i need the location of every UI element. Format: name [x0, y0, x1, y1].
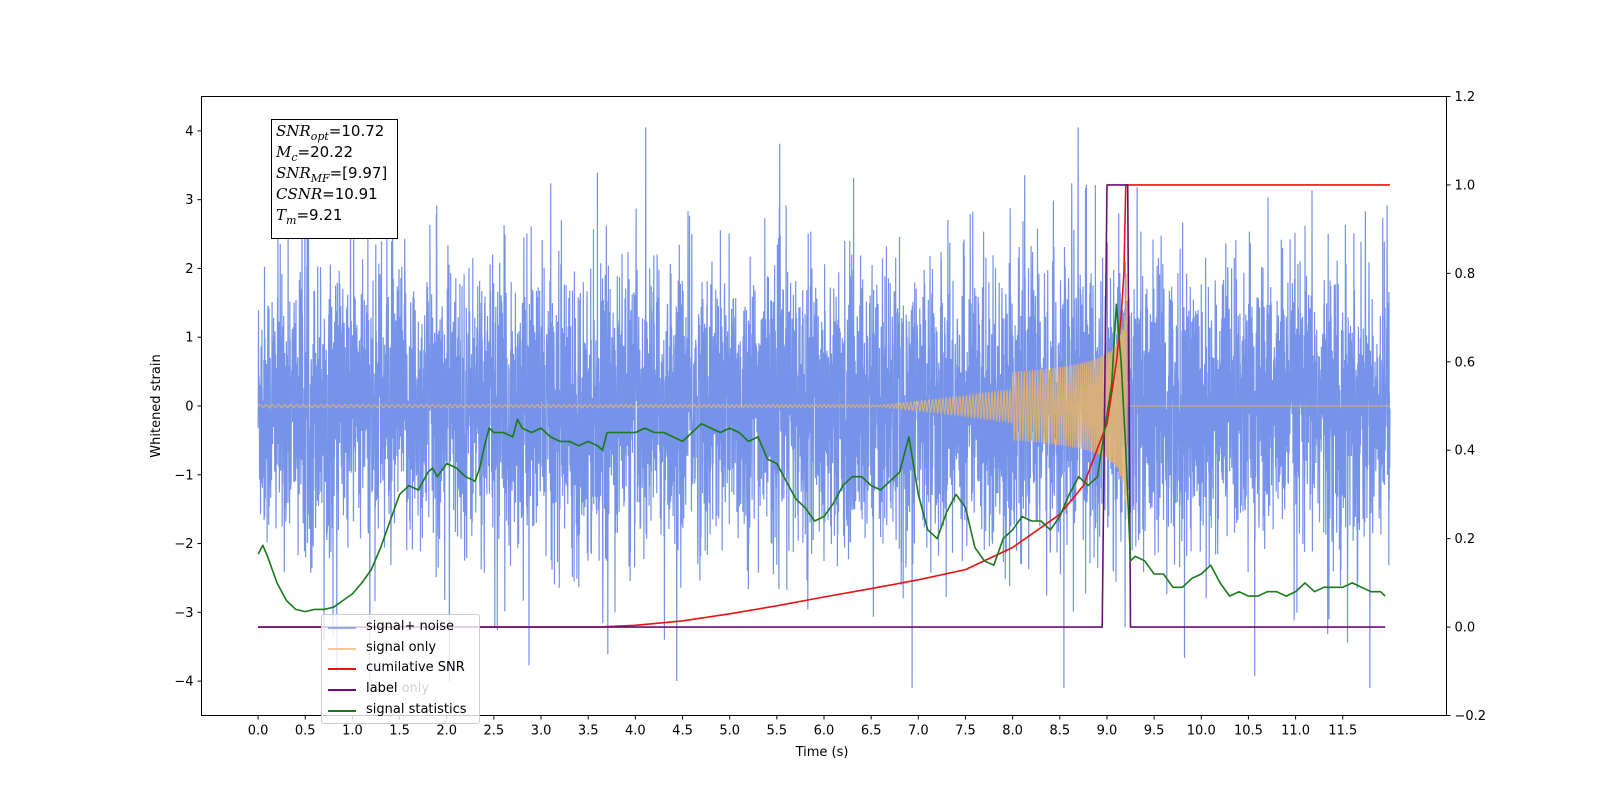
x-axis: 0.0 0.5 1.0 1.5 2.0 2.5 3.0 3.5 4.0 4.5 5.0 5.5 6.0 6…	[248, 715, 1357, 739]
x-tick-label: 7.5	[955, 724, 976, 739]
x-tick-label: 8.0	[1002, 724, 1023, 739]
legend-item: signal+ noise	[322, 617, 479, 638]
x-tick-label: 9.0	[1097, 724, 1118, 739]
legend-label: label	[366, 681, 398, 697]
x-tick-label: 9.5	[1144, 724, 1165, 739]
x-tick-label: 11.0	[1281, 724, 1310, 739]
plot-area	[257, 127, 1391, 689]
x-tick-label: 8.5	[1049, 724, 1070, 739]
legend-item: label label only	[322, 679, 479, 700]
y-axis-right: −0.2 0.0 0.2 0.4 0.6 0.8 1.0 1.2	[1446, 90, 1487, 724]
x-tick-label: 6.0	[814, 724, 835, 739]
legend-swatch	[328, 709, 356, 712]
y2-tick-label: 1.0	[1455, 178, 1476, 193]
x-tick-label: 2.5	[484, 724, 505, 739]
y-tick-label: −3	[174, 606, 193, 621]
y-tick-label: 4	[185, 124, 193, 139]
x-tick-label: 5.5	[766, 724, 787, 739]
legend-item: cumilative SNR	[322, 658, 479, 679]
x-tick-label: 2.0	[436, 724, 457, 739]
y2-tick-label: 0.4	[1455, 444, 1476, 459]
stat-csnr: CSNR=10.91	[276, 185, 378, 203]
y2-tick-label: 0.8	[1455, 267, 1476, 282]
legend-swatch	[328, 647, 356, 650]
x-tick-label: 10.5	[1234, 724, 1263, 739]
x-tick-label: 7.0	[908, 724, 929, 739]
series-signal-statistics	[257, 303, 1386, 613]
y2-tick-label: −0.2	[1455, 709, 1487, 724]
y-axis-left: −4 −3 −2 −1 0 1 2 3 4	[174, 124, 202, 690]
stat-snr-mf-value: =[9.97]	[329, 164, 388, 182]
legend-label: signal statistics	[366, 701, 467, 717]
legend-label: signal+ noise	[366, 619, 455, 634]
series-cumulative-snr	[258, 184, 1390, 628]
x-tick-label: 6.5	[861, 724, 882, 739]
legend-label: signal only	[366, 639, 437, 655]
legend-overlap-text: label only	[366, 681, 430, 697]
legend-label: cumilative SNR	[366, 660, 465, 676]
x-tick-label: 3.5	[578, 724, 599, 739]
y-axis-label: Whitened strain	[149, 354, 164, 457]
x-tick-label: 1.5	[389, 724, 410, 739]
series-signal-plus-noise	[257, 127, 1391, 689]
stat-tm-value: =9.21	[296, 206, 343, 224]
y2-tick-label: 0.6	[1455, 355, 1476, 370]
y-tick-label: −4	[174, 675, 193, 690]
stats-annotation-box: SNRopt=10.72 Mc=20.22 SNRMF=[9.97] CSNR=…	[271, 119, 398, 239]
series-signal-only	[257, 273, 1390, 508]
y-tick-label: 2	[185, 262, 193, 277]
x-tick-label: 4.5	[672, 724, 693, 739]
legend: signal+ noise signal only cumilative SNR la…	[321, 614, 480, 725]
y-tick-label: 1	[185, 331, 193, 346]
x-tick-label: 0.5	[295, 724, 316, 739]
stat-mc: Mc=20.22	[276, 143, 354, 164]
stat-csnr-value: =10.91	[322, 185, 378, 203]
y-tick-label: −2	[174, 537, 193, 552]
legend-swatch	[328, 689, 356, 692]
y2-tick-label: 0.2	[1455, 532, 1476, 547]
x-tick-label: 1.0	[342, 724, 363, 739]
y-tick-label: 0	[185, 400, 193, 415]
legend-swatch	[328, 668, 356, 671]
x-tick-label: 10.0	[1187, 724, 1216, 739]
stat-tm: Tm=9.21	[276, 206, 343, 227]
y-tick-label: 3	[185, 193, 193, 208]
y2-tick-label: 0.0	[1455, 621, 1476, 636]
x-tick-label: 0.0	[248, 724, 269, 739]
x-tick-label: 5.0	[719, 724, 740, 739]
x-tick-label: 11.5	[1328, 724, 1357, 739]
stat-snr-mf: SNRMF=[9.97]	[276, 164, 388, 185]
legend-swatch	[328, 627, 356, 629]
stat-snr-opt: SNRopt=10.72	[276, 122, 385, 143]
x-tick-label: 4.0	[625, 724, 646, 739]
x-axis-label: Time (s)	[795, 745, 849, 760]
series-label	[258, 184, 1386, 628]
legend-item: signal statistics	[322, 700, 479, 721]
legend-item: signal only	[322, 638, 479, 659]
stat-snr-opt-value: =10.72	[328, 122, 385, 140]
y-tick-label: −1	[174, 468, 193, 483]
y2-tick-label: 1.2	[1455, 90, 1476, 105]
stat-mc-value: =20.22	[297, 143, 354, 161]
x-tick-label: 3.0	[531, 724, 552, 739]
